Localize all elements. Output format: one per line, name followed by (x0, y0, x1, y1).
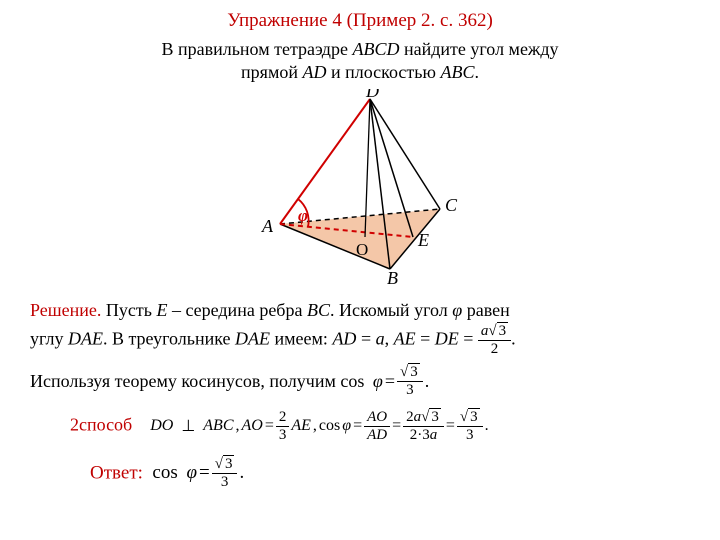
phi-symbol: φ (452, 300, 462, 320)
problem-statement: В правильном тетраэдре ABCD найдите угол… (30, 38, 690, 85)
frac-sqrt3-3b: 3 3 (457, 410, 483, 443)
m2-AO: AO (241, 417, 262, 435)
m2-c2: , (313, 417, 317, 435)
label-e: E (417, 230, 429, 250)
m2-perp: ⊥ (181, 416, 195, 436)
ans-phi: φ (186, 462, 197, 484)
m2-eq2: = (353, 417, 362, 435)
ans-cos: cos (152, 462, 177, 484)
answer-formula: cos φ = 3 3 . (152, 457, 244, 490)
m2-AE: AE (291, 417, 311, 435)
ans-eq: = (199, 462, 210, 484)
label-phi: φ (298, 206, 308, 225)
sol-t2: – середина ребра (167, 300, 307, 320)
sol-t4: равен (462, 300, 510, 320)
sol-t1: Пусть (101, 300, 156, 320)
problem-abcd: ABCD (352, 39, 399, 59)
sol-t3: . Искомый угол (330, 300, 452, 320)
frac-sqrt3-3: 3 3 (397, 365, 423, 398)
sol-AE: AE (394, 328, 416, 348)
m2-c1: , (235, 417, 239, 435)
m2-eq1: = (265, 417, 274, 435)
frac-asqrt3-2: a3 2 (478, 324, 511, 357)
m2-eq4: = (446, 417, 455, 435)
cos-result-1: cos φ = 3 3 . (340, 365, 429, 398)
sol-DAE: DAE (68, 328, 103, 348)
sol-DAE2: DAE (235, 328, 270, 348)
sol-eq1: = (356, 328, 375, 348)
solution-text: Решение. Пусть E – середина ребра BC. Ис… (30, 297, 690, 398)
sol-eq3: = (459, 328, 478, 348)
frac-answer: 3 3 (212, 457, 238, 490)
edge-ad-red (280, 99, 370, 224)
problem-abc: ABC (440, 62, 474, 82)
tetrahedron-figure: A B C D E О φ (30, 89, 690, 289)
sol-comma: , (385, 328, 394, 348)
frac-2-3: 23 (276, 410, 290, 443)
period3: . (485, 417, 489, 435)
sol-t6: . В треугольнике (103, 328, 235, 348)
frac-AO-AD: AOAD (364, 410, 390, 443)
method2-formula: DO ⊥ ABC, AO = 23 AE, cosφ = AOAD = 2a3 … (150, 410, 488, 443)
solution-label: Решение. (30, 300, 101, 320)
cos1: cos (340, 368, 364, 395)
sol-AD: AD (332, 328, 356, 348)
problem-text-1: В правильном тетраэдре (161, 39, 352, 59)
sol-using: Используя теорему косинусов, получим (30, 371, 340, 391)
method-2: 2способ DO ⊥ ABC, AO = 23 AE, cosφ = AOA… (70, 410, 690, 443)
m2-cos: cos (319, 417, 340, 435)
m2-phi: φ (342, 417, 351, 435)
period4: . (239, 462, 244, 484)
sol-a: a (376, 328, 385, 348)
label-b: B (387, 268, 398, 284)
label-a: A (261, 216, 274, 236)
answer-label: Ответ: (90, 462, 143, 483)
exercise-title: Упражнение 4 (Пример 2. с. 362) (30, 10, 690, 32)
problem-text-3: прямой (241, 62, 302, 82)
m2-ABC: ABC (203, 417, 233, 435)
phi1: φ (373, 368, 383, 395)
period2: . (425, 368, 430, 395)
period1: . (511, 328, 516, 348)
sol-t7: имеем: (270, 328, 332, 348)
sol-t5: углу (30, 328, 68, 348)
answer-line: Ответ: cos φ = 3 3 . (90, 457, 690, 490)
eq1f: = (385, 368, 395, 395)
m2-eq3: = (392, 417, 401, 435)
problem-text-2: найдите угол между (399, 39, 558, 59)
sol-E: E (156, 300, 167, 320)
tetrahedron-svg: A B C D E О φ (240, 89, 480, 284)
sol-eq2: = (416, 328, 435, 348)
sol-DE: DE (435, 328, 459, 348)
method2-label: 2способ (70, 414, 132, 434)
problem-dot: . (474, 62, 479, 82)
sol-BC: BC (307, 300, 330, 320)
label-d: D (365, 89, 379, 101)
m2-DO: DO (150, 417, 173, 435)
frac-2asqrt3-23a: 2a3 2·3a (403, 410, 444, 443)
label-c: C (445, 195, 458, 215)
label-o: О (356, 240, 368, 259)
problem-ad: AD (302, 62, 326, 82)
problem-text-4: и плоскостью (326, 62, 440, 82)
